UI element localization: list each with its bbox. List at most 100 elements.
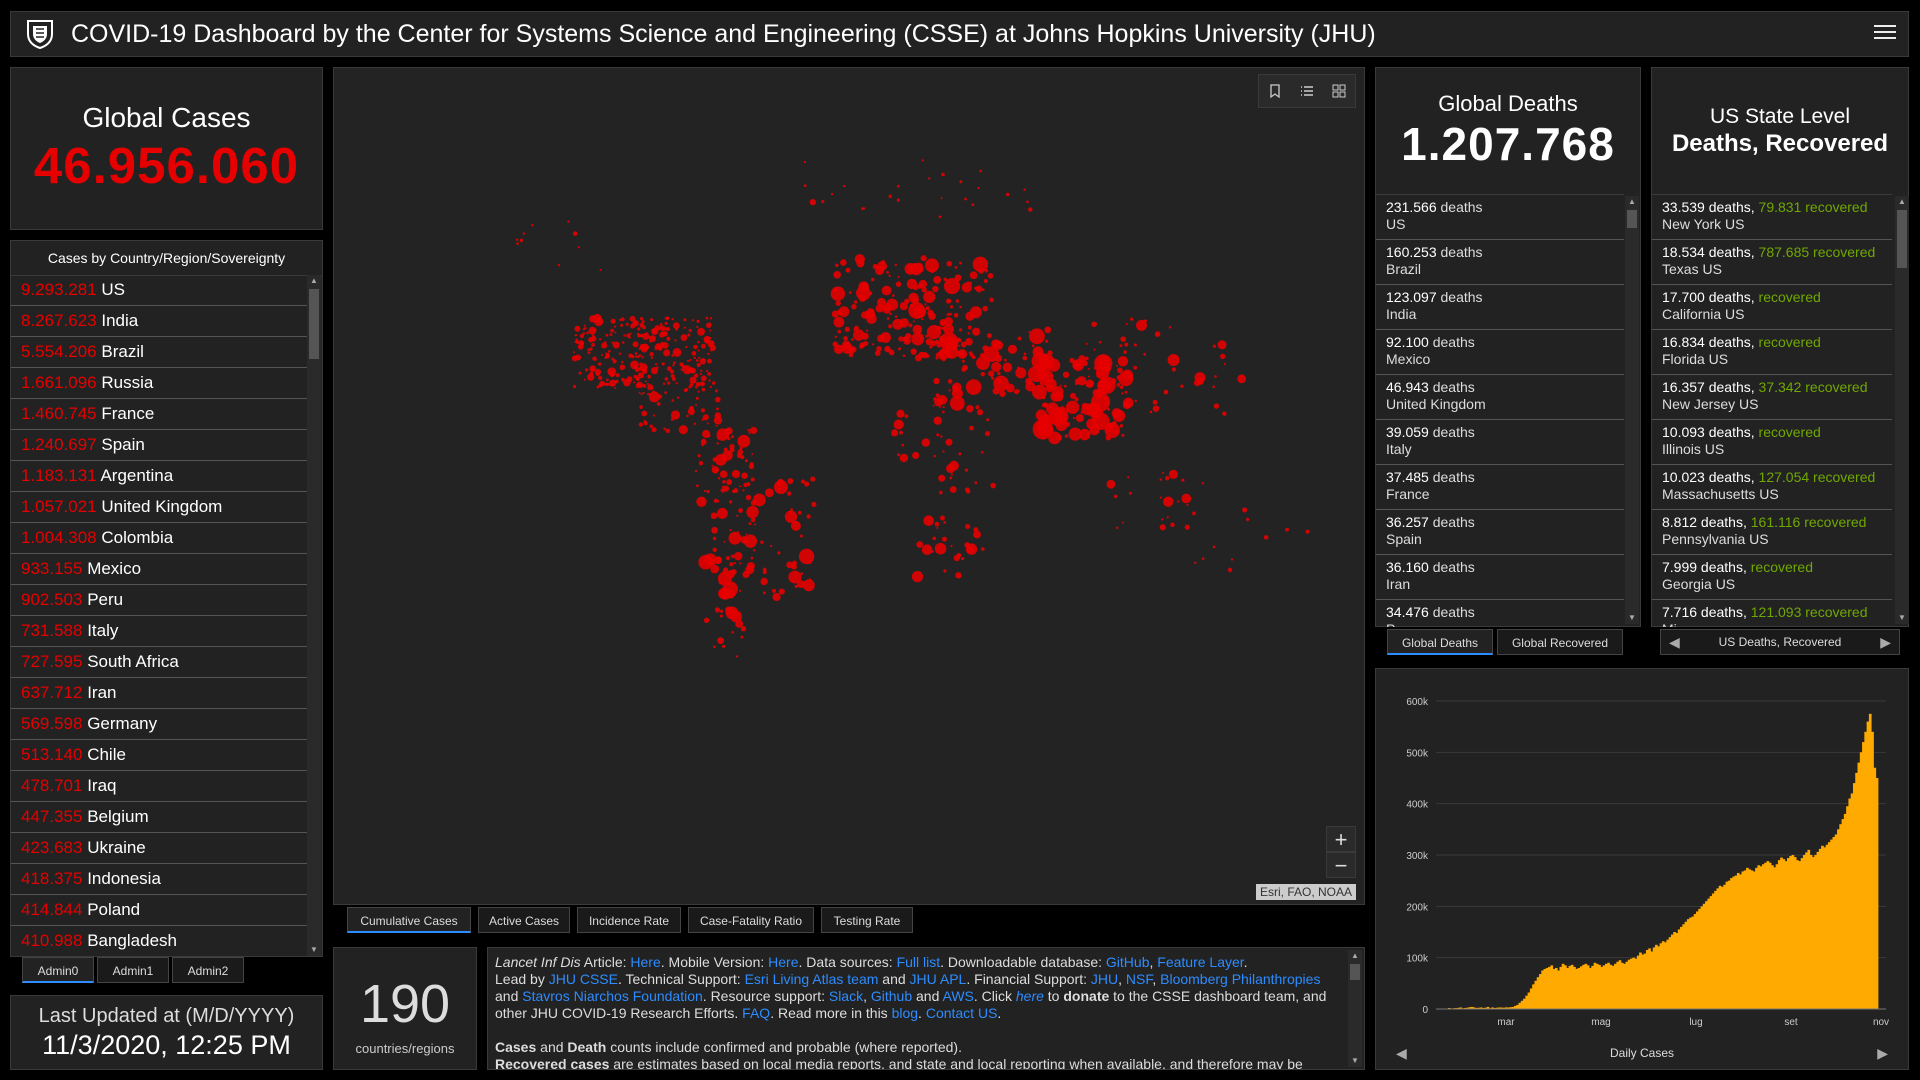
case-bubble[interactable]	[682, 365, 692, 375]
case-bubble[interactable]	[980, 371, 985, 377]
case-bubble[interactable]	[927, 177, 931, 180]
case-bubble[interactable]	[699, 358, 707, 365]
case-bubble[interactable]	[884, 345, 891, 353]
case-bubble[interactable]	[751, 453, 754, 456]
case-bubble[interactable]	[851, 304, 857, 310]
case-bubble[interactable]	[650, 367, 659, 375]
case-bubble[interactable]	[1031, 344, 1035, 348]
case-bubble[interactable]	[1089, 424, 1100, 436]
case-bubble[interactable]	[723, 581, 726, 584]
case-bubble[interactable]	[861, 311, 869, 319]
case-bubble[interactable]	[669, 369, 674, 374]
case-bubble[interactable]	[752, 493, 766, 507]
case-bubble[interactable]	[1159, 496, 1162, 499]
case-bubble[interactable]	[636, 355, 640, 359]
case-bubble[interactable]	[659, 326, 662, 329]
case-bubble[interactable]	[1063, 384, 1067, 388]
case-bubble[interactable]	[609, 333, 613, 336]
case-bubble[interactable]	[1085, 342, 1088, 345]
case-bubble[interactable]	[843, 336, 848, 341]
case-bubble[interactable]	[888, 349, 895, 356]
case-bubble[interactable]	[1007, 344, 1018, 354]
case-bubble[interactable]	[1112, 409, 1126, 423]
case-bubble[interactable]	[639, 322, 645, 328]
jhu-link[interactable]: JHU	[1090, 971, 1119, 987]
zoom-in-button[interactable]: +	[1326, 826, 1356, 852]
case-bubble[interactable]	[612, 341, 620, 349]
country-row[interactable]: 727.595 South Africa	[11, 647, 307, 678]
case-bubble[interactable]	[714, 607, 721, 613]
case-bubble[interactable]	[904, 298, 910, 304]
case-bubble[interactable]	[689, 376, 697, 384]
case-bubble[interactable]	[945, 438, 953, 446]
case-bubble[interactable]	[733, 561, 736, 565]
case-bubble[interactable]	[632, 321, 636, 325]
case-bubble[interactable]	[1099, 372, 1104, 376]
case-bubble[interactable]	[572, 384, 577, 389]
case-bubble[interactable]	[695, 396, 699, 400]
case-bubble[interactable]	[973, 530, 981, 539]
case-bubble[interactable]	[920, 255, 927, 262]
case-bubble[interactable]	[659, 325, 666, 332]
case-bubble[interactable]	[1117, 367, 1123, 374]
case-bubble[interactable]	[621, 377, 625, 382]
case-bubble[interactable]	[991, 339, 1001, 349]
tab-incidence-rate[interactable]: Incidence Rate	[577, 907, 681, 933]
country-row[interactable]: 933.155 Mexico	[11, 554, 307, 585]
case-bubble[interactable]	[1201, 557, 1205, 560]
case-bubble[interactable]	[1212, 545, 1216, 549]
case-bubble[interactable]	[609, 371, 616, 378]
case-bubble[interactable]	[719, 614, 723, 618]
case-bubble[interactable]	[1059, 384, 1062, 387]
case-bubble[interactable]	[881, 260, 885, 264]
case-bubble[interactable]	[662, 382, 666, 385]
case-bubble[interactable]	[675, 382, 678, 385]
case-bubble[interactable]	[994, 354, 1003, 363]
jhu-apl-link[interactable]: JHU APL	[909, 971, 967, 987]
case-bubble[interactable]	[694, 385, 698, 389]
case-bubble[interactable]	[712, 457, 717, 462]
case-bubble[interactable]	[707, 352, 710, 356]
case-bubble[interactable]	[703, 489, 707, 493]
case-bubble[interactable]	[921, 317, 924, 321]
case-bubble[interactable]	[730, 610, 742, 623]
case-bubble[interactable]	[700, 375, 707, 382]
data-sources-link[interactable]: Full list	[896, 954, 941, 970]
case-bubble[interactable]	[1046, 402, 1059, 415]
case-bubble[interactable]	[696, 484, 699, 488]
case-bubble[interactable]	[680, 368, 684, 371]
case-bubble[interactable]	[672, 361, 676, 365]
case-bubble[interactable]	[939, 515, 945, 521]
case-bubble[interactable]	[707, 358, 712, 364]
country-list-scrollbar[interactable]: ▲ ▼	[307, 275, 321, 956]
case-bubble[interactable]	[950, 544, 953, 548]
case-bubble[interactable]	[605, 353, 611, 359]
case-bubble[interactable]	[950, 305, 954, 309]
case-bubble[interactable]	[1116, 382, 1121, 387]
case-bubble[interactable]	[808, 578, 812, 581]
us-scroll-down-icon[interactable]: ▼	[1898, 613, 1906, 622]
case-bubble[interactable]	[702, 429, 711, 439]
case-bubble[interactable]	[651, 427, 657, 433]
case-bubble[interactable]	[904, 414, 909, 419]
case-bubble[interactable]	[790, 520, 801, 531]
case-bubble[interactable]	[974, 481, 978, 485]
case-bubble[interactable]	[710, 564, 720, 574]
case-bubble[interactable]	[1127, 476, 1130, 479]
country-row[interactable]: 513.140 Chile	[11, 740, 307, 771]
case-bubble[interactable]	[575, 340, 579, 344]
case-bubble[interactable]	[894, 315, 898, 318]
tab-case-fatality-ratio[interactable]: Case-Fatality Ratio	[688, 907, 814, 933]
case-bubble[interactable]	[1201, 481, 1205, 485]
country-row[interactable]: 1.661.096 Russia	[11, 368, 307, 399]
case-bubble[interactable]	[835, 300, 841, 306]
case-bubble[interactable]	[750, 426, 758, 435]
case-bubble[interactable]	[695, 381, 701, 387]
death-row[interactable]: 36.160 deaths Iran	[1376, 555, 1624, 600]
us-state-row[interactable]: 8.812 deaths, 161.116 recovered Pennsylva…	[1652, 510, 1892, 555]
case-bubble[interactable]	[1025, 381, 1036, 392]
case-bubble[interactable]	[939, 490, 943, 495]
country-row[interactable]: 9.293.281 US	[11, 275, 307, 306]
case-bubble[interactable]	[707, 372, 712, 376]
case-bubble[interactable]	[739, 485, 742, 488]
